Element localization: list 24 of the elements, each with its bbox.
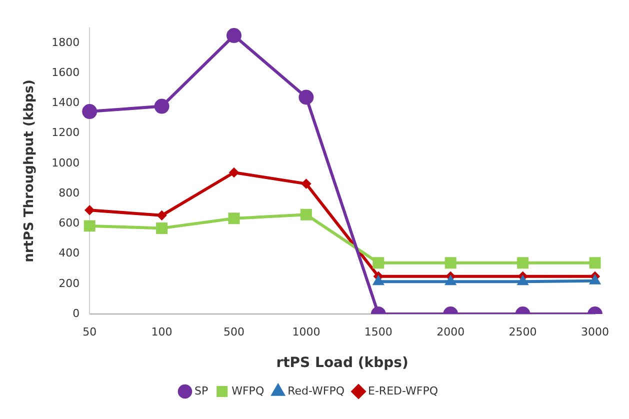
y-tick-label: 200: [58, 276, 80, 290]
x-tick-label: 50: [82, 325, 97, 338]
y-tick-label: 1400: [52, 96, 80, 110]
x-tick-label: 3000: [581, 325, 610, 338]
y-tick-label: 400: [58, 246, 80, 260]
x-axis-title: rtPS Load (kbps): [276, 355, 408, 372]
y-tick-label: 1200: [52, 126, 80, 140]
y-tick-label: 600: [58, 216, 80, 230]
y-tick-label: 1000: [52, 156, 80, 170]
legend-label: Red-WFPQ: [288, 384, 345, 398]
y-tick-label: 800: [58, 186, 80, 200]
y-tick-label: 1800: [52, 36, 80, 49]
x-tick-label: 1500: [364, 325, 392, 338]
y-tick-label: 0: [72, 306, 80, 320]
x-tick-label: 2500: [508, 325, 537, 338]
legend-label: SP: [194, 384, 208, 398]
legend-label: WFPQ: [232, 384, 264, 398]
x-tick-label: 100: [151, 325, 172, 338]
y-tick-label: 1600: [52, 66, 80, 80]
x-tick-label: 500: [223, 325, 244, 338]
legend-label: E-RED-WFPQ: [368, 384, 438, 398]
x-tick-label: 2000: [436, 325, 465, 338]
y-axis-title: nrtPS Throughput (kbps): [22, 80, 38, 262]
x-tick-label: 1000: [292, 325, 320, 338]
